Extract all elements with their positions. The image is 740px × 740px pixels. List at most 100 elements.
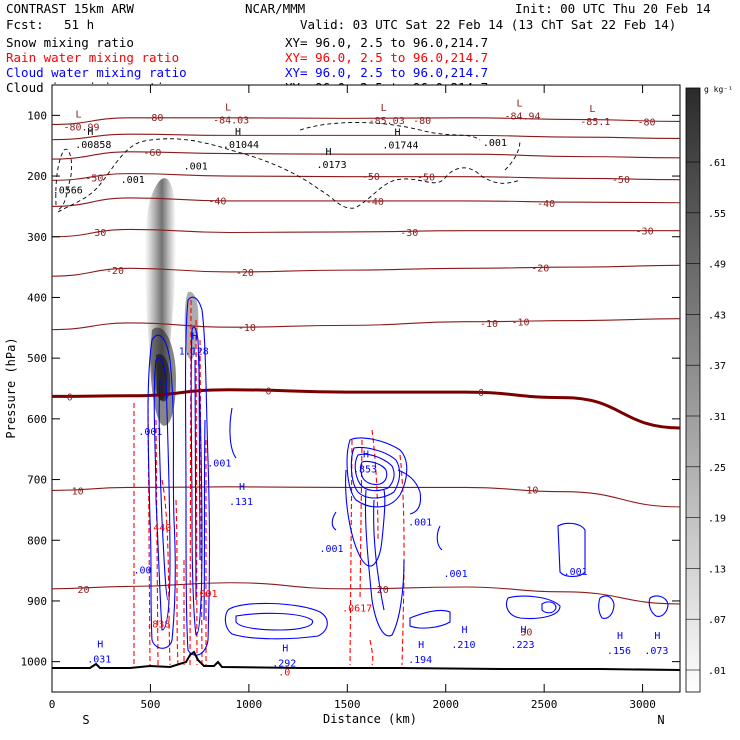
- temperature-label: -50: [362, 172, 380, 183]
- low-value-label-marker: L: [589, 104, 595, 115]
- isotherm-line: [52, 173, 680, 181]
- x-axis-title: Distance (km): [323, 712, 417, 726]
- x-tick-label: 2500: [531, 698, 558, 711]
- cloud-water-label: .223: [510, 640, 534, 651]
- y-tick-label: 800: [27, 534, 47, 547]
- x-tick-label: 500: [140, 698, 160, 711]
- y-tick-label: 200: [27, 170, 47, 183]
- temperature-label: -10: [238, 323, 256, 334]
- temperature-label: 20: [77, 585, 89, 596]
- cloud-high-marker: H: [521, 625, 527, 636]
- high-value-label-marker: H: [87, 127, 93, 138]
- colorbar-tick-label: .13: [708, 564, 726, 575]
- x-tick-label: 1500: [334, 698, 361, 711]
- colorbar-tick-label: .37: [708, 361, 726, 372]
- field-name: Rain water mixing ratio: [6, 50, 179, 65]
- low-value-label: -84.94: [504, 111, 540, 122]
- cloud-high-marker: H: [192, 331, 198, 342]
- temperature-label: -30: [88, 228, 106, 239]
- colorbar-tick-label: .43: [708, 310, 726, 321]
- isotherm-line: [52, 264, 680, 277]
- y-tick-label: 500: [27, 352, 47, 365]
- low-value-label-marker: L: [517, 98, 523, 109]
- rain-value-label: .0: [278, 667, 290, 678]
- rain-value-label: .440: [147, 523, 171, 534]
- center-label: NCAR/MMM: [245, 1, 305, 16]
- temperature-label: -50: [612, 175, 630, 186]
- cloud-ice-contours: [55, 122, 521, 213]
- forecast-hours: 51 h: [64, 17, 94, 32]
- forecast-label: Fcst:: [6, 17, 44, 32]
- low-value-label-marker: L: [381, 103, 387, 114]
- ice-value-label: .001: [121, 175, 145, 186]
- colorbar-tick-label: .25: [708, 463, 726, 474]
- field-xy: XY= 96.0, 2.5 to 96.0,214.7: [285, 50, 488, 65]
- temperature-label: 0: [266, 386, 272, 397]
- y-tick-label: 300: [27, 231, 47, 244]
- rain-value-label: .0617: [342, 604, 372, 615]
- temperature-label: 0: [478, 388, 484, 399]
- cloud-water-label: .131: [229, 497, 253, 508]
- south-label: S: [82, 713, 89, 727]
- cloud-high-marker: H: [418, 640, 424, 651]
- colorbar-tick-label: .55: [708, 209, 726, 220]
- isotherm-line: [52, 388, 680, 430]
- isotherm-line: [52, 228, 680, 238]
- y-tick-label: 700: [27, 474, 47, 487]
- colorbar: g kg⁻¹ .61 .55 .49 .43 .37 .31 .25 .19 .13 .07 .01: [685, 85, 733, 693]
- ice-value-label: .001: [483, 138, 507, 149]
- temperature-label: -20: [106, 266, 124, 277]
- cloud-high-marker: H: [654, 631, 660, 642]
- temperature-label: 0: [67, 392, 73, 403]
- north-label: N: [657, 713, 664, 727]
- temperature-label: -10: [512, 318, 530, 329]
- temperature-label: -50: [417, 173, 435, 184]
- temperature-label: -40: [537, 199, 555, 210]
- temperature-label: -30: [636, 227, 654, 238]
- valid-time: Valid: 03 UTC Sat 22 Feb 14 (13 ChT Sat …: [300, 17, 676, 32]
- x-tick-label: 0: [49, 698, 56, 711]
- terrain-line: [52, 650, 680, 671]
- temperature-label: 20: [377, 585, 389, 596]
- cloud-water-label: .073: [644, 646, 668, 657]
- temperature-label: -80: [413, 116, 431, 127]
- isotherm-line: [52, 117, 680, 126]
- field-name: Snow mixing ratio: [6, 35, 134, 50]
- high-value-label-marker: H: [326, 147, 332, 158]
- rain-value-label: .001: [194, 589, 218, 600]
- colorbar-tick-label: .61: [708, 158, 726, 169]
- cloud-high-marker: H: [239, 482, 245, 493]
- low-value-label: -85.03: [369, 116, 405, 127]
- low-value-label-marker: L: [76, 109, 82, 120]
- colorbar-tick-label: .01: [708, 666, 726, 677]
- cloud-high-marker: H: [363, 450, 369, 461]
- temperature-label: -20: [236, 268, 254, 279]
- x-tick-label: 1000: [236, 698, 263, 711]
- ice-value-label: .0566: [53, 185, 83, 196]
- colorbar-unit: g kg⁻¹: [704, 85, 733, 94]
- y-tick-label: 400: [27, 291, 47, 304]
- colorbar-gradient: [685, 87, 701, 693]
- temperature-label: -80: [638, 117, 656, 128]
- isotherm-line: [52, 197, 680, 207]
- init-time: Init: 00 UTC Thu 20 Feb 14: [515, 1, 711, 16]
- cloud-water-contours: [147, 296, 669, 656]
- snow-shading: [144, 178, 199, 426]
- high-value-label: .0173: [316, 160, 346, 171]
- temperature-label: -80: [145, 113, 163, 124]
- x-tick-label: 2000: [432, 698, 459, 711]
- contour-value-labels: -80 -80 -80 -60 -50 -50 -50 -50 -40 -40 -40 -30 -30 -…: [53, 98, 669, 704]
- temperature-label: 10: [526, 485, 538, 496]
- field-name: Cloud water mixing ratio: [6, 65, 187, 80]
- temperature-label: -50: [85, 173, 103, 184]
- cloud-water-label: .001: [138, 427, 162, 438]
- temperature-label: -20: [531, 264, 549, 275]
- model-title: CONTRAST 15km ARW: [6, 1, 134, 16]
- cloud-water-label: .001: [564, 567, 588, 578]
- cloud-water-label: .031: [87, 655, 111, 666]
- cloud-water-label: .00: [134, 565, 152, 576]
- rain-value-label: .001: [363, 693, 387, 704]
- cloud-water-label: 1.128: [179, 346, 209, 357]
- low-value-label: -80.99: [63, 122, 99, 133]
- temperature-label: -40: [366, 197, 384, 208]
